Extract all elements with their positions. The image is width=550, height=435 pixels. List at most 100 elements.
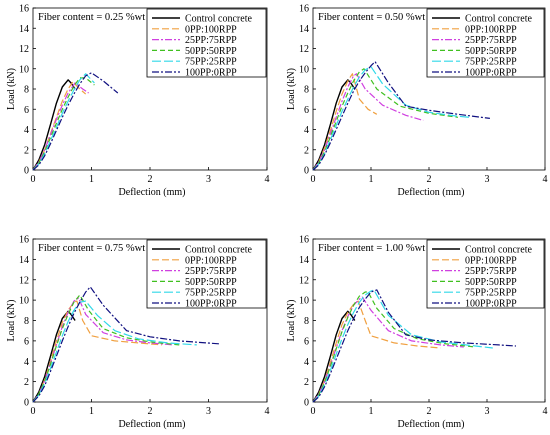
series-line-1 xyxy=(32,79,76,171)
series-line-6 xyxy=(32,286,221,403)
legend-box xyxy=(426,239,545,309)
y-tick-label: 8 xyxy=(304,85,309,96)
y-axis-label: Load (kN) xyxy=(6,300,17,342)
legend-label: 25PP:75RPP xyxy=(465,266,517,277)
legend-label: 75PP:25RPP xyxy=(465,288,517,299)
x-tick-label: 1 xyxy=(89,406,94,417)
legend-label: 25PP:75RPP xyxy=(185,35,237,46)
x-tick-label: 4 xyxy=(265,406,270,417)
y-tick-label: 16 xyxy=(299,4,309,15)
y-tick-label: 12 xyxy=(299,44,309,55)
x-axis-label: Deflection (mm) xyxy=(119,187,186,198)
y-tick-label: 8 xyxy=(304,316,309,327)
series-line-2 xyxy=(32,300,162,403)
legend-label: Control concrete xyxy=(185,14,252,25)
x-tick-label: 0 xyxy=(31,174,36,185)
legend: Control concrete0PP:100RPP25PP:75RPP50PP… xyxy=(426,8,545,79)
legend-label: 50PP:50RPP xyxy=(185,277,237,288)
series-line-2 xyxy=(312,300,441,403)
legend-label: 0PP:100RPP xyxy=(185,255,237,266)
x-tick-label: 0 xyxy=(311,406,316,417)
x-axis-label: Deflection (mm) xyxy=(398,187,465,198)
y-tick-label: 2 xyxy=(304,145,309,156)
chart-title: Fiber content = 0.50 %wt xyxy=(318,12,425,23)
legend-label: 100PP:0RPP xyxy=(185,68,237,79)
y-tick-label: 10 xyxy=(299,64,309,75)
x-tick-label: 0 xyxy=(31,406,36,417)
legend-label: 25PP:75RPP xyxy=(465,35,517,46)
y-tick-label: 16 xyxy=(19,235,29,246)
series-line-6 xyxy=(312,61,490,171)
x-tick-label: 2 xyxy=(148,406,153,417)
x-tick-label: 3 xyxy=(485,406,490,417)
x-tick-label: 3 xyxy=(206,174,211,185)
series-line-5 xyxy=(312,66,470,171)
y-tick-label: 8 xyxy=(24,316,29,327)
y-tick-label: 10 xyxy=(19,64,29,75)
y-tick-label: 4 xyxy=(24,125,29,136)
y-tick-label: 0 xyxy=(304,166,309,177)
series-line-4 xyxy=(32,77,95,171)
legend-label: 75PP:25RPP xyxy=(185,288,237,299)
y-tick-label: 4 xyxy=(24,357,29,368)
x-axis-label: Deflection (mm) xyxy=(398,419,465,430)
x-tick-label: 3 xyxy=(485,174,490,185)
y-tick-label: 14 xyxy=(19,255,29,266)
y-axis-label: Load (kN) xyxy=(286,68,297,110)
chart-title: Fiber content = 1.00 %wt xyxy=(318,243,425,254)
y-tick-label: 14 xyxy=(299,24,309,35)
y-tick-label: 8 xyxy=(24,85,29,96)
y-tick-label: 0 xyxy=(24,398,29,409)
series-line-5 xyxy=(32,73,95,171)
y-axis-label: Load (kN) xyxy=(286,300,297,342)
legend-label: 0PP:100RPP xyxy=(185,24,237,35)
series-line-4 xyxy=(312,68,459,171)
x-tick-label: 1 xyxy=(369,174,374,185)
legend-label: 25PP:75RPP xyxy=(185,266,237,277)
series-line-4 xyxy=(32,294,180,403)
y-tick-label: 6 xyxy=(304,336,309,347)
legend-label: Control concrete xyxy=(185,245,252,256)
x-tick-label: 4 xyxy=(265,174,270,185)
y-tick-label: 4 xyxy=(304,357,309,368)
y-tick-label: 2 xyxy=(24,145,29,156)
series-line-5 xyxy=(32,300,197,403)
legend-label: 0PP:100RPP xyxy=(465,255,517,266)
y-tick-label: 14 xyxy=(19,24,29,35)
x-tick-label: 2 xyxy=(148,174,153,185)
legend-label: 100PP:0RPP xyxy=(185,299,237,310)
legend-label: 50PP:50RPP xyxy=(465,46,517,57)
y-tick-label: 6 xyxy=(304,105,309,116)
y-axis-label: Load (kN) xyxy=(6,68,17,110)
series-line-6 xyxy=(312,289,517,403)
x-tick-label: 2 xyxy=(427,174,432,185)
legend-label: 100PP:0RPP xyxy=(465,299,517,310)
legend-box xyxy=(426,8,545,78)
legend-label: Control concrete xyxy=(465,245,532,256)
y-tick-label: 10 xyxy=(19,296,29,307)
x-tick-label: 0 xyxy=(311,174,316,185)
y-tick-label: 2 xyxy=(304,377,309,388)
x-tick-label: 3 xyxy=(206,406,211,417)
legend-label: Control concrete xyxy=(465,14,532,25)
legend: Control concrete0PP:100RPP25PP:75RPP50PP… xyxy=(146,239,267,310)
y-tick-label: 14 xyxy=(299,255,309,266)
x-tick-label: 4 xyxy=(543,174,548,185)
chart-title: Fiber content = 0.75 %wt xyxy=(38,243,145,254)
legend-box xyxy=(146,239,267,309)
legend-label: 100PP:0RPP xyxy=(465,68,517,79)
y-tick-label: 6 xyxy=(24,336,29,347)
legend: Control concrete0PP:100RPP25PP:75RPP50PP… xyxy=(146,8,267,79)
y-tick-label: 12 xyxy=(19,275,29,286)
x-tick-label: 1 xyxy=(369,406,374,417)
x-axis-label: Deflection (mm) xyxy=(119,419,186,430)
y-tick-label: 16 xyxy=(299,235,309,246)
chart-title: Fiber content = 0.25 %wt xyxy=(38,12,145,23)
x-tick-label: 1 xyxy=(89,174,94,185)
legend-label: 75PP:25RPP xyxy=(185,57,237,68)
